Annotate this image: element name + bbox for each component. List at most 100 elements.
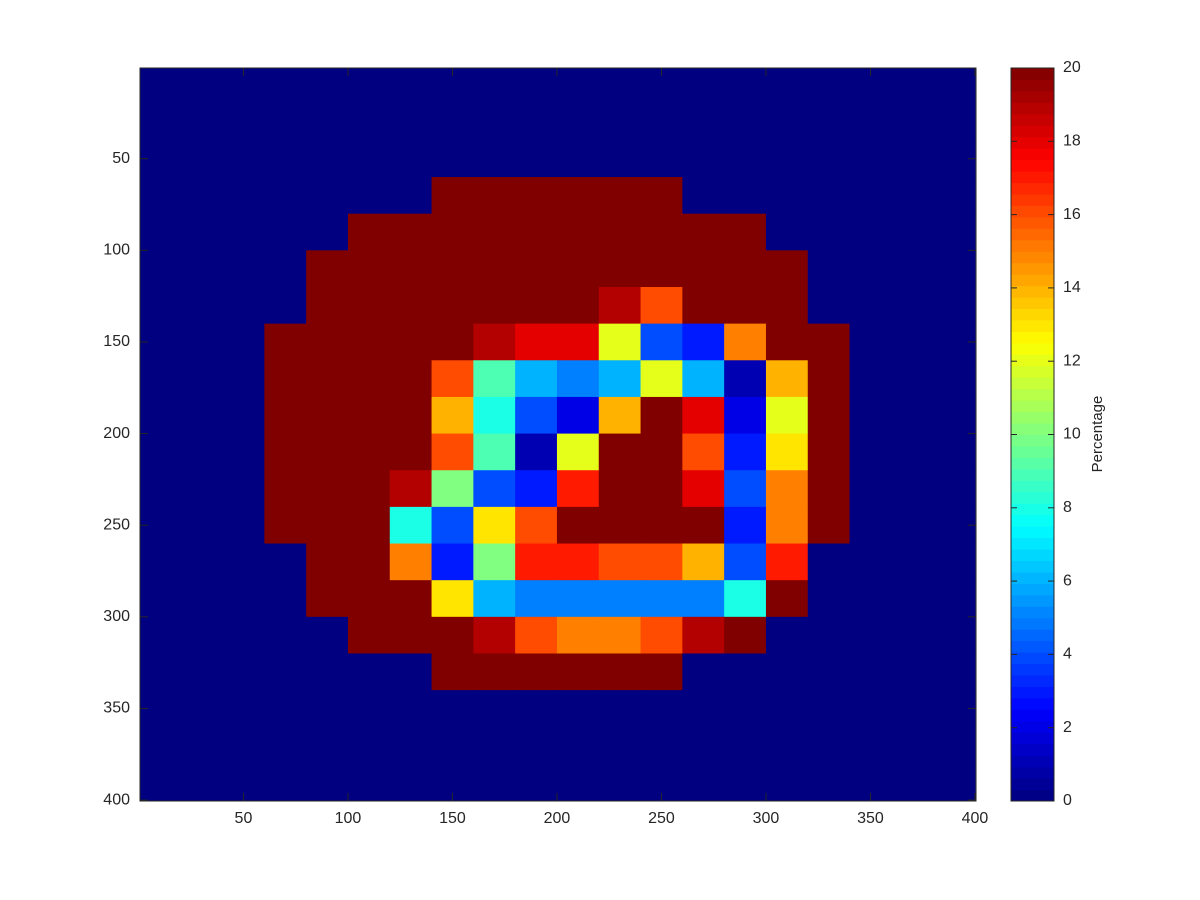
heatmap-cell — [389, 396, 433, 435]
heatmap-cell — [724, 433, 767, 471]
heatmap-cell — [180, 213, 224, 251]
y-tick-label: 400 — [103, 791, 130, 808]
heatmap-cell — [473, 470, 516, 508]
heatmap-cell — [765, 433, 809, 471]
heatmap-cell — [431, 286, 474, 325]
heatmap-cell — [264, 690, 307, 728]
heatmap-cell — [556, 140, 600, 178]
heatmap-cell — [891, 433, 934, 471]
heatmap-cell — [515, 580, 558, 618]
heatmap-cell — [473, 653, 516, 691]
colorbar-tick-label: 20 — [1063, 59, 1081, 76]
heatmap-cell — [891, 470, 934, 508]
heatmap-cell — [724, 68, 767, 105]
colorbar-swatch — [1011, 377, 1054, 390]
heatmap-cell — [222, 396, 265, 435]
heatmap-cell — [180, 433, 224, 471]
heatmap-cell — [556, 543, 600, 581]
heatmap-cell — [306, 433, 349, 471]
heatmap-cell — [807, 763, 851, 801]
heatmap-cell — [640, 286, 683, 325]
heatmap-cell — [682, 360, 725, 398]
heatmap-cell — [431, 140, 474, 178]
heatmap-cell — [431, 323, 474, 361]
heatmap-cell — [682, 726, 725, 764]
heatmap-cell — [389, 177, 433, 215]
colorbar-swatch — [1011, 90, 1054, 103]
colorbar-swatch — [1011, 549, 1054, 561]
heatmap-cell — [849, 690, 892, 728]
heatmap-cell — [473, 286, 516, 325]
heatmap-cell — [682, 103, 725, 141]
heatmap-cell — [306, 690, 349, 728]
heatmap-cell — [807, 213, 851, 251]
heatmap-cell — [640, 543, 683, 581]
heatmap-cell — [347, 177, 391, 215]
heatmap-cell — [515, 323, 558, 361]
heatmap-cell — [807, 580, 851, 618]
heatmap-cell — [682, 250, 725, 288]
heatmap-cell — [347, 506, 391, 545]
heatmap-cell — [306, 726, 349, 764]
heatmap-cell — [724, 653, 767, 691]
heatmap-cell — [222, 616, 265, 654]
heatmap-cell — [180, 323, 224, 361]
heatmap-cell — [473, 177, 516, 215]
heatmap-cell — [264, 506, 307, 545]
heatmap-cell — [849, 543, 892, 581]
heatmap-cell — [180, 286, 224, 325]
heatmap-cell — [515, 690, 558, 728]
heatmap-cell — [347, 360, 391, 398]
heatmap-cell — [140, 68, 182, 105]
heatmap-cell — [891, 213, 934, 251]
heatmap-cell — [807, 396, 851, 435]
colorbar-swatch — [1011, 606, 1054, 619]
colorbar-swatch — [1011, 113, 1054, 126]
heatmap-cell — [598, 177, 642, 215]
heatmap-cell — [933, 763, 976, 801]
heatmap-cell — [556, 726, 600, 764]
heatmap-cell — [640, 103, 683, 141]
heatmap-cell — [724, 763, 767, 801]
colorbar-swatch — [1011, 274, 1054, 287]
x-tick-label: 100 — [335, 810, 362, 827]
heatmap-cell — [264, 360, 307, 398]
heatmap-cell — [765, 68, 809, 105]
heatmap-cell — [724, 616, 767, 654]
heatmap-cell — [306, 506, 349, 545]
y-tick-label: 350 — [103, 700, 130, 717]
heatmap-cell — [724, 396, 767, 435]
heatmap-cell — [515, 140, 558, 178]
heatmap-cell — [724, 470, 767, 508]
colorbar-swatch — [1011, 503, 1054, 516]
heatmap-cell — [765, 506, 809, 545]
colorbar-swatch — [1011, 514, 1054, 527]
heatmap-cell — [222, 250, 265, 288]
heatmap-cell — [473, 360, 516, 398]
heatmap-cell — [849, 213, 892, 251]
heatmap-cell — [724, 250, 767, 288]
heatmap-cell — [598, 470, 642, 508]
heatmap-cell — [473, 616, 516, 654]
heatmap-cell — [724, 140, 767, 178]
heatmap-cell — [306, 140, 349, 178]
heatmap-cell — [222, 433, 265, 471]
heatmap-cell — [556, 506, 600, 545]
heatmap-cell — [891, 360, 934, 398]
heatmap-cell — [264, 140, 307, 178]
heatmap-cell — [682, 763, 725, 801]
heatmap-cell — [473, 213, 516, 251]
heatmap-cell — [933, 213, 976, 251]
heatmap-cell — [933, 580, 976, 618]
heatmap-cell — [598, 543, 642, 581]
heatmap-cell — [180, 103, 224, 141]
heatmap-cell — [598, 580, 642, 618]
heatmap-cell — [640, 140, 683, 178]
heatmap-cell — [389, 250, 433, 288]
colorbar-swatch — [1011, 159, 1054, 172]
colorbar-swatch — [1011, 102, 1054, 115]
colorbar-swatch — [1011, 342, 1054, 355]
heatmap-cell — [598, 103, 642, 141]
heatmap-cell — [140, 360, 182, 398]
colorbar-swatch — [1011, 354, 1054, 367]
